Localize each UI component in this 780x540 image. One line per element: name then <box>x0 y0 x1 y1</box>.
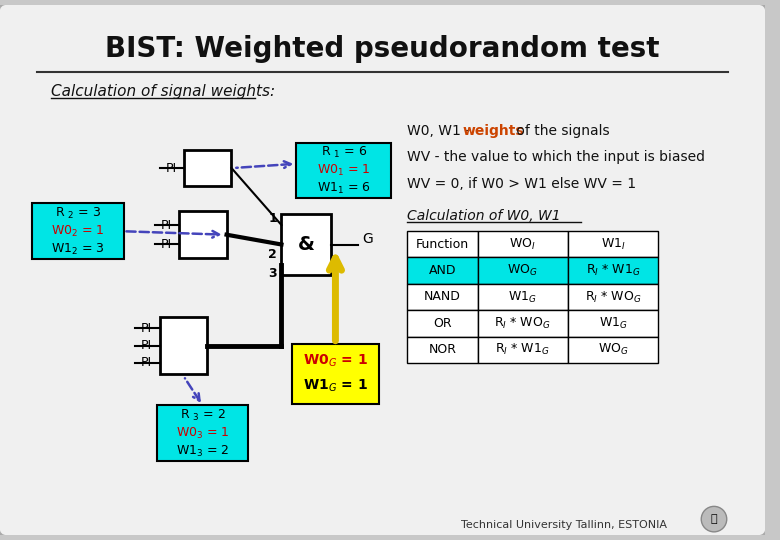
Text: R $_{3}$ = 2: R $_{3}$ = 2 <box>179 408 225 423</box>
Text: AND: AND <box>428 264 456 277</box>
Text: W0$_G$ = 1: W0$_G$ = 1 <box>303 353 368 369</box>
Bar <box>407 337 477 363</box>
Bar <box>160 317 207 374</box>
Text: PI: PI <box>141 356 152 369</box>
Bar <box>157 406 248 461</box>
Bar <box>179 211 226 258</box>
Bar <box>282 214 331 275</box>
Bar <box>477 231 568 257</box>
Text: R $_{1}$ = 6: R $_{1}$ = 6 <box>321 145 367 160</box>
Text: R $_{2}$ = 3: R $_{2}$ = 3 <box>55 206 101 221</box>
Text: R$_I$ * WO$_G$: R$_I$ * WO$_G$ <box>495 316 551 331</box>
Text: W1$_{3}$ = 2: W1$_{3}$ = 2 <box>176 444 229 459</box>
Text: W0, W1 -: W0, W1 - <box>407 124 474 138</box>
Text: PI: PI <box>161 219 172 232</box>
Text: Calculation of signal weights:: Calculation of signal weights: <box>51 84 275 99</box>
Text: WO$_I$: WO$_I$ <box>509 237 536 252</box>
Text: of the signals: of the signals <box>512 124 610 138</box>
Text: 🎓: 🎓 <box>711 514 718 524</box>
Text: W0$_{3}$ = 1: W0$_{3}$ = 1 <box>176 426 229 441</box>
Bar <box>477 337 568 363</box>
Bar <box>407 257 477 284</box>
Text: NOR: NOR <box>428 343 456 356</box>
Text: Calculation of W0, W1: Calculation of W0, W1 <box>407 209 561 223</box>
Bar <box>477 284 568 310</box>
Bar <box>568 231 658 257</box>
Text: PI: PI <box>161 238 172 251</box>
Bar <box>292 343 378 404</box>
Bar <box>32 203 123 259</box>
Bar <box>184 150 232 186</box>
Text: R$_I$ * W1$_G$: R$_I$ * W1$_G$ <box>495 342 550 357</box>
Text: PI: PI <box>141 322 152 335</box>
Bar <box>296 143 392 198</box>
Text: BIST: Weighted pseudorandom test: BIST: Weighted pseudorandom test <box>105 35 660 63</box>
Text: W1$_G$: W1$_G$ <box>509 289 537 305</box>
Bar <box>477 257 568 284</box>
Text: W1$_{1}$ = 6: W1$_{1}$ = 6 <box>317 181 370 196</box>
Text: R$_I$ * W1$_G$: R$_I$ * W1$_G$ <box>586 263 640 278</box>
Text: WO$_G$: WO$_G$ <box>597 342 629 357</box>
Bar <box>407 284 477 310</box>
Text: OR: OR <box>433 317 452 330</box>
Text: PI: PI <box>141 339 152 352</box>
Text: W1$_{2}$ = 3: W1$_{2}$ = 3 <box>51 241 105 256</box>
Bar <box>407 231 477 257</box>
Bar <box>568 310 658 337</box>
Text: 3: 3 <box>268 267 277 280</box>
Bar <box>407 310 477 337</box>
Text: R$_I$ * WO$_G$: R$_I$ * WO$_G$ <box>585 289 641 305</box>
Text: NAND: NAND <box>424 291 461 303</box>
Text: &: & <box>297 235 314 254</box>
Text: 2: 2 <box>268 248 277 261</box>
FancyBboxPatch shape <box>0 3 767 537</box>
Text: W1$_I$: W1$_I$ <box>601 237 626 252</box>
Bar <box>568 284 658 310</box>
Bar <box>568 337 658 363</box>
Text: W0$_{2}$ = 1: W0$_{2}$ = 1 <box>51 224 105 239</box>
Text: PI: PI <box>165 161 176 174</box>
Bar <box>568 257 658 284</box>
Text: WV - the value to which the input is biased: WV - the value to which the input is bia… <box>407 150 705 164</box>
Text: W0$_{1}$ = 1: W0$_{1}$ = 1 <box>317 163 370 178</box>
Text: W1$_G$ = 1: W1$_G$ = 1 <box>303 378 368 394</box>
Text: Technical University Tallinn, ESTONIA: Technical University Tallinn, ESTONIA <box>461 520 667 530</box>
Text: WO$_G$: WO$_G$ <box>508 263 538 278</box>
Text: Function: Function <box>416 238 469 251</box>
Text: WV = 0, if W0 > W1 else WV = 1: WV = 0, if W0 > W1 else WV = 1 <box>407 177 636 191</box>
Text: weights: weights <box>463 124 524 138</box>
Text: W1$_G$: W1$_G$ <box>598 316 627 331</box>
Circle shape <box>701 507 727 532</box>
Text: 1: 1 <box>268 212 277 225</box>
Bar <box>477 310 568 337</box>
Text: G: G <box>362 232 373 246</box>
